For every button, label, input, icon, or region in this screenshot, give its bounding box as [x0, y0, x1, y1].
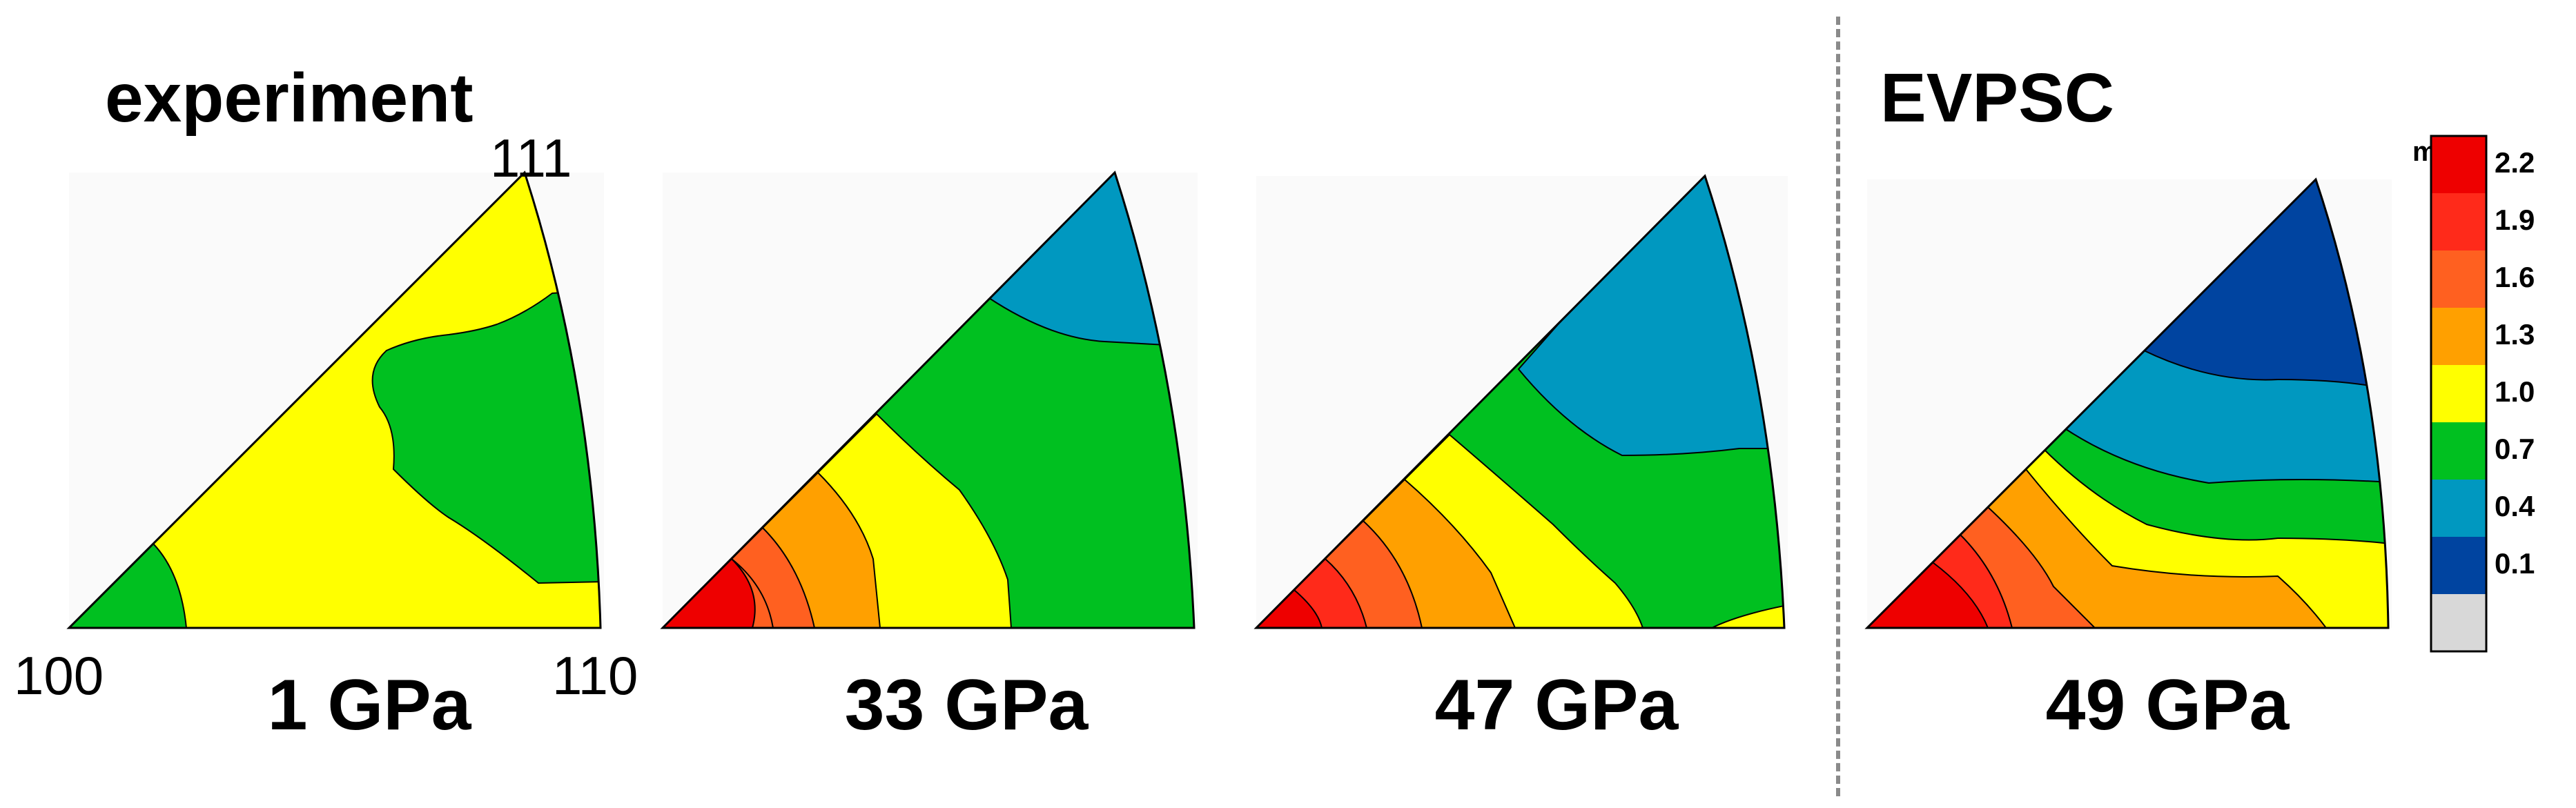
region-2.2: [1867, 561, 1989, 628]
colorbar-band: [2431, 594, 2486, 651]
colorbar-band: [2431, 308, 2486, 365]
evpsc-title: EVPSC: [1880, 59, 2115, 137]
colorbar-band: [2431, 250, 2486, 308]
region-1.0-right: [1711, 602, 1784, 628]
colorbar-tick-label: 1.3: [2495, 318, 2535, 351]
pressure-label-4: 49 GPa: [2045, 665, 2290, 745]
experiment-title: experiment: [105, 59, 474, 137]
colorbar-tick-label: 0.7: [2495, 433, 2535, 465]
pressure-label-1: 1 GPa: [267, 665, 471, 745]
corner-110-label: 110: [552, 645, 638, 706]
corner-111-label: 111: [490, 128, 572, 188]
colorbar-frame: [2430, 135, 2488, 653]
pressure-label-2: 33 GPa: [844, 665, 1089, 745]
section-divider: [1836, 17, 1840, 796]
colorbar: 2.2 1.9 1.6 1.3 1.0 0.7 0.4 0.1: [2430, 135, 2535, 653]
colorbar-tick-label: 0.4: [2495, 490, 2535, 522]
colorbar-band: [2431, 537, 2486, 594]
corner-100-label: 100: [14, 645, 104, 706]
colorbar-band: [2431, 136, 2486, 193]
colorbar-band: [2431, 422, 2486, 480]
colorbar-band: [2431, 365, 2486, 422]
region-corner-0.7: [69, 542, 188, 628]
pressure-label-3: 47 GPa: [1434, 665, 1679, 745]
colorbar-tick-label: 1.9: [2495, 204, 2535, 236]
region-0.7: [371, 288, 601, 584]
colorbar-tick-label: 1.6: [2495, 261, 2535, 293]
region-2.2: [663, 558, 756, 628]
colorbar-band: [2431, 193, 2486, 250]
colorbar-tick-label: 0.1: [2495, 547, 2535, 580]
colorbar-tick-label: 1.0: [2495, 375, 2535, 408]
colorbar-band: [2431, 480, 2486, 537]
colorbar-tick-label: 2.2: [2495, 146, 2535, 179]
